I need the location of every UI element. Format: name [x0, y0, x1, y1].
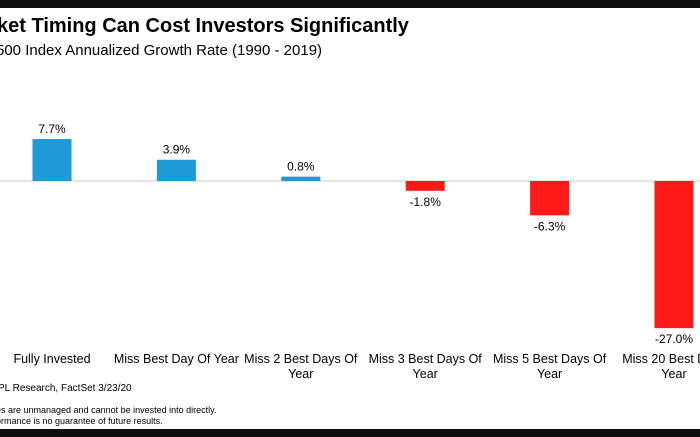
data-label-5: -6.3% — [534, 219, 566, 233]
category-label-6-line-2: Year — [661, 367, 687, 381]
bar-5 — [530, 181, 570, 216]
disclaimer: es are unmanaged and cannot be invested … — [0, 405, 216, 427]
category-label-3-line-1: Miss 2 Best Days Of — [244, 352, 358, 366]
category-label-1-line-1: Fully Invested — [13, 352, 91, 366]
category-label-4-line-1: Miss 3 Best Days Of — [368, 352, 482, 366]
source-note: PL Research, FactSet 3/23/20 — [0, 383, 132, 394]
category-label-6: Miss 20 Best DaysYear — [604, 352, 700, 382]
bar-1 — [32, 139, 72, 181]
category-label-4-line-2: Year — [412, 367, 438, 381]
category-label-6-line-1: Miss 20 Best Days — [622, 352, 700, 366]
category-label-3: Miss 2 Best Days Of Year — [231, 352, 371, 382]
data-label-6: -27.0% — [655, 332, 693, 346]
data-label-2: 3.9% — [163, 143, 191, 157]
category-label-5-line-1: Miss 5 Best Days Of — [492, 352, 607, 366]
bar-4 — [405, 181, 445, 191]
category-label-3-line-2: Year — [288, 367, 314, 381]
disclaimer-line-2: ormance is no guarantee of future result… — [0, 416, 163, 426]
chart-subtitle: 500 Index Annualized Growth Rate (1990 -… — [0, 42, 323, 59]
data-label-1: 7.7% — [38, 122, 66, 136]
chart-title: ket Timing Can Cost Investors Significan… — [0, 15, 409, 37]
top-frame-bar — [0, 0, 700, 8]
data-label-4: -1.8% — [410, 195, 442, 209]
bar-2 — [156, 159, 196, 181]
bottom-frame-bar — [0, 429, 700, 437]
bar-3 — [281, 176, 321, 181]
category-label-4: Miss 3 Best Days Of Year — [355, 352, 495, 382]
disclaimer-line-1: es are unmanaged and cannot be invested … — [0, 405, 217, 415]
category-label-1: Fully Invested — [0, 352, 122, 367]
bar-6 — [654, 181, 694, 329]
data-label-3: 0.8% — [287, 160, 315, 174]
category-label-5-line-2: Year — [536, 367, 563, 381]
category-label-5: Miss 5 Best Days Of Year — [480, 352, 620, 382]
category-label-2-line-1: Miss Best Day Of Year — [113, 352, 239, 366]
category-label-2: Miss Best Day Of Year — [106, 352, 246, 367]
